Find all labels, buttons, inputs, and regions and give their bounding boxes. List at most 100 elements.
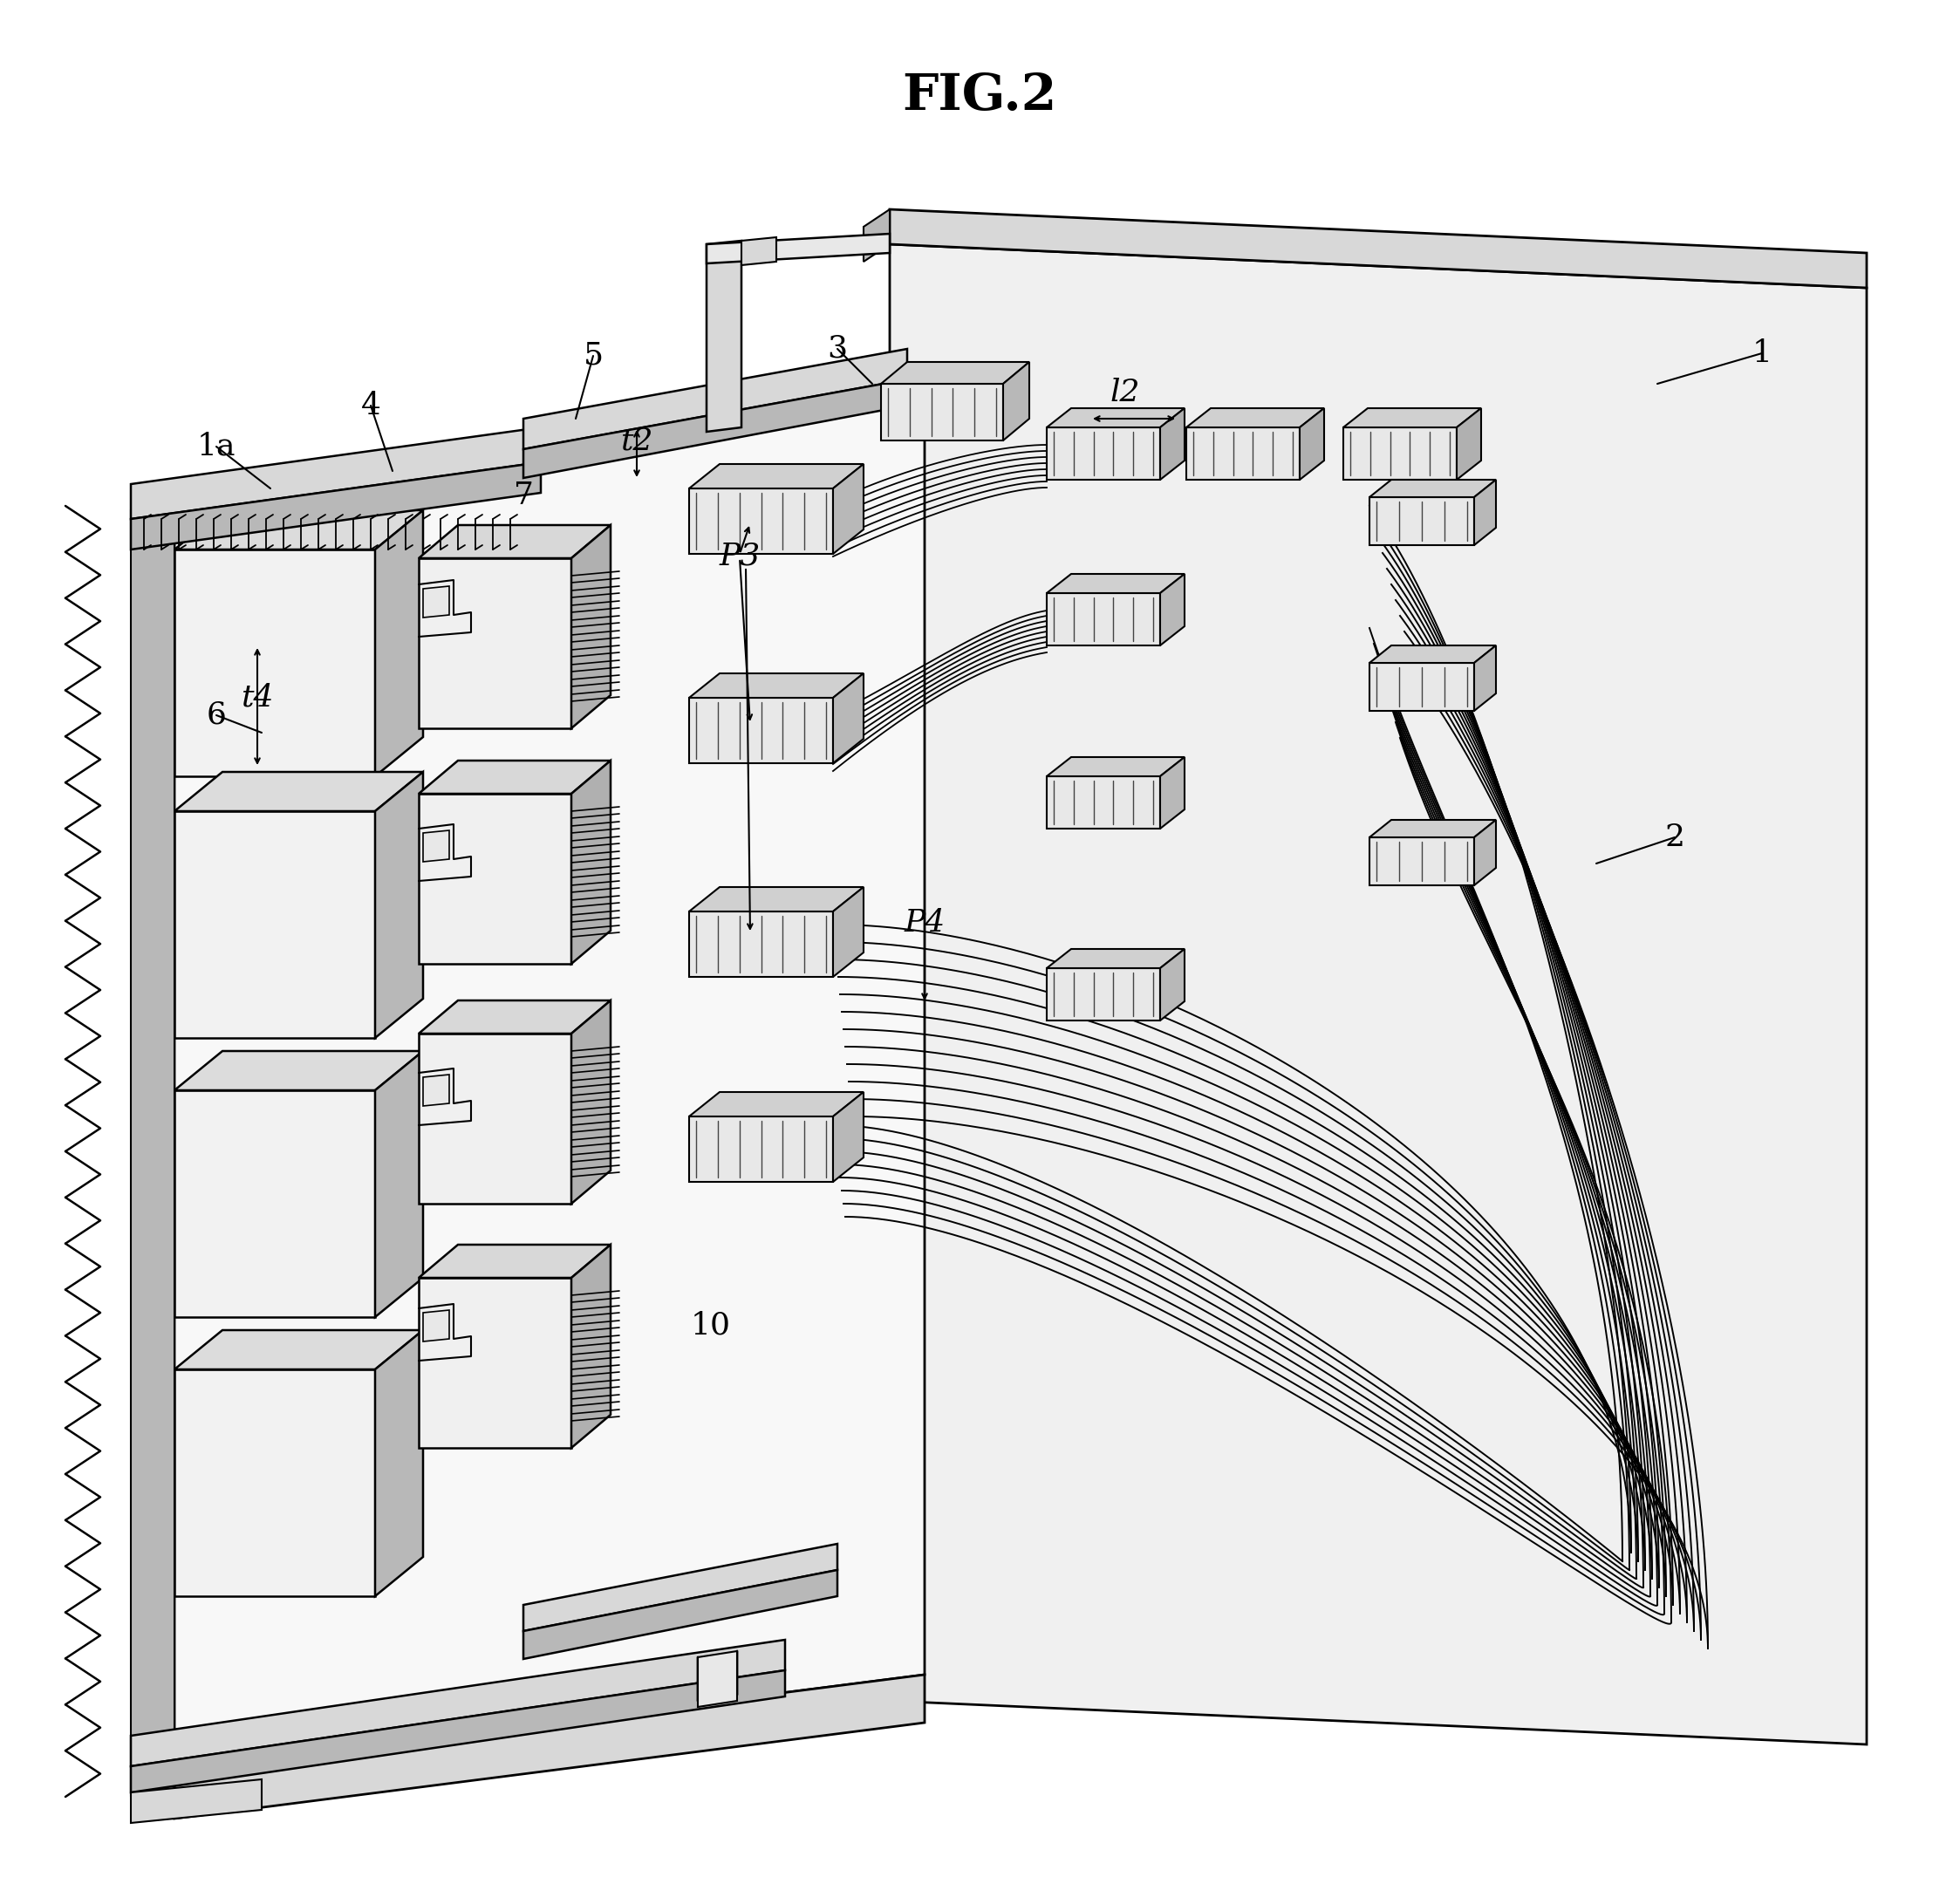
Polygon shape	[523, 1569, 837, 1660]
Polygon shape	[1047, 757, 1184, 776]
Polygon shape	[880, 362, 1029, 384]
Polygon shape	[698, 1650, 737, 1707]
Polygon shape	[690, 1117, 833, 1181]
Polygon shape	[523, 379, 907, 479]
Polygon shape	[706, 234, 890, 264]
Polygon shape	[833, 673, 864, 763]
Polygon shape	[1186, 428, 1299, 480]
Polygon shape	[1047, 409, 1184, 428]
Polygon shape	[1186, 409, 1325, 428]
Polygon shape	[1160, 409, 1184, 480]
Polygon shape	[174, 772, 423, 812]
Polygon shape	[423, 586, 449, 618]
Polygon shape	[1370, 646, 1495, 663]
Polygon shape	[570, 526, 612, 729]
Polygon shape	[419, 558, 570, 729]
Polygon shape	[1004, 362, 1029, 441]
Polygon shape	[423, 831, 449, 861]
Polygon shape	[131, 488, 174, 1795]
Polygon shape	[1047, 593, 1160, 646]
Polygon shape	[374, 1051, 423, 1317]
Polygon shape	[1047, 776, 1160, 829]
Polygon shape	[423, 1074, 449, 1106]
Polygon shape	[419, 1000, 612, 1034]
Polygon shape	[690, 697, 833, 763]
Text: FIG.2: FIG.2	[902, 72, 1056, 121]
Polygon shape	[741, 237, 776, 266]
Text: t2: t2	[621, 426, 653, 456]
Polygon shape	[1370, 480, 1495, 497]
Polygon shape	[523, 349, 907, 448]
Polygon shape	[880, 384, 1004, 441]
Polygon shape	[690, 463, 864, 488]
Polygon shape	[690, 912, 833, 978]
Polygon shape	[174, 812, 374, 1038]
Polygon shape	[1299, 409, 1325, 480]
Polygon shape	[706, 241, 741, 431]
Text: l2: l2	[1109, 377, 1141, 407]
Polygon shape	[423, 1309, 449, 1341]
Text: P3: P3	[719, 543, 760, 571]
Polygon shape	[174, 1091, 374, 1317]
Polygon shape	[690, 673, 864, 697]
Polygon shape	[890, 209, 1866, 288]
Polygon shape	[1370, 836, 1474, 885]
Polygon shape	[1474, 646, 1495, 710]
Polygon shape	[690, 887, 864, 912]
Polygon shape	[131, 1639, 786, 1767]
Polygon shape	[1047, 575, 1184, 593]
Polygon shape	[419, 1034, 570, 1204]
Polygon shape	[690, 1093, 864, 1117]
Text: 4: 4	[361, 390, 380, 420]
Polygon shape	[374, 772, 423, 1038]
Text: 6: 6	[206, 701, 225, 729]
Polygon shape	[374, 1330, 423, 1596]
Polygon shape	[864, 209, 890, 262]
Polygon shape	[570, 761, 612, 965]
Polygon shape	[1047, 950, 1184, 968]
Polygon shape	[419, 1245, 612, 1277]
Polygon shape	[1370, 663, 1474, 710]
Polygon shape	[174, 1675, 925, 1818]
Polygon shape	[1474, 820, 1495, 885]
Polygon shape	[131, 462, 541, 550]
Polygon shape	[419, 1277, 570, 1449]
Text: 2: 2	[1664, 823, 1686, 852]
Polygon shape	[1343, 409, 1482, 428]
Polygon shape	[174, 1330, 423, 1370]
Polygon shape	[523, 1543, 837, 1632]
Polygon shape	[570, 1245, 612, 1449]
Text: 7: 7	[514, 480, 533, 511]
Polygon shape	[174, 384, 925, 1771]
Polygon shape	[174, 511, 423, 550]
Polygon shape	[1474, 480, 1495, 544]
Polygon shape	[833, 887, 864, 978]
Polygon shape	[890, 245, 1866, 1745]
Polygon shape	[1160, 575, 1184, 646]
Polygon shape	[131, 1671, 786, 1792]
Polygon shape	[374, 511, 423, 776]
Text: P4: P4	[904, 908, 945, 938]
Text: 10: 10	[690, 1311, 731, 1341]
Polygon shape	[1160, 950, 1184, 1021]
Polygon shape	[1370, 820, 1495, 836]
Text: 1a: 1a	[196, 431, 235, 462]
Polygon shape	[174, 550, 374, 776]
Polygon shape	[570, 1000, 612, 1204]
Text: 5: 5	[582, 341, 604, 371]
Polygon shape	[1047, 428, 1160, 480]
Polygon shape	[131, 428, 541, 518]
Text: 1: 1	[1752, 339, 1772, 367]
Text: t4: t4	[241, 682, 274, 712]
Polygon shape	[174, 1370, 374, 1596]
Polygon shape	[1160, 757, 1184, 829]
Polygon shape	[1456, 409, 1482, 480]
Polygon shape	[419, 793, 570, 965]
Polygon shape	[833, 1093, 864, 1181]
Polygon shape	[690, 488, 833, 554]
Polygon shape	[419, 526, 612, 558]
Polygon shape	[1047, 968, 1160, 1021]
Polygon shape	[131, 1778, 263, 1824]
Text: 3: 3	[827, 333, 847, 364]
Polygon shape	[1343, 428, 1456, 480]
